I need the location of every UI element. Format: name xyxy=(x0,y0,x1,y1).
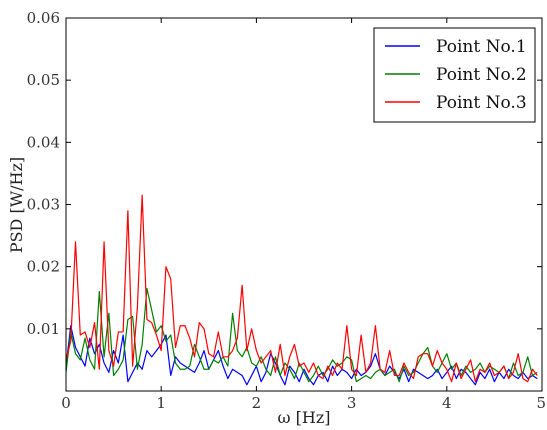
x-tick-label: 1 xyxy=(156,394,166,412)
series-line-point-no-3 xyxy=(66,194,538,383)
y-tick-label: 0.02 xyxy=(27,258,60,276)
series-line-point-no-1 xyxy=(66,325,538,386)
x-tick-label: 0 xyxy=(61,394,71,412)
ticks-layer: 0 1 2 3 4 5 0.01 0.02 0.03 0.04 0.05 0.06 xyxy=(27,9,546,412)
legend-label-point-no3: Point No.3 xyxy=(436,93,527,113)
x-axis-title: ω [Hz] xyxy=(278,408,331,427)
legend-label-point-no1: Point No.1 xyxy=(436,37,527,57)
y-tick-label: 0.04 xyxy=(27,133,60,151)
x-tick-label: 2 xyxy=(252,394,262,412)
x-tick-label: 5 xyxy=(536,394,546,412)
y-axis-title: PSD [W/Hz] xyxy=(7,157,26,253)
y-tick-label: 0.05 xyxy=(27,71,60,89)
series-layer xyxy=(66,194,538,386)
legend-label-point-no2: Point No.2 xyxy=(436,65,527,85)
x-tick-label: 3 xyxy=(347,394,357,412)
legend-box xyxy=(373,27,536,123)
y-tick-label: 0.01 xyxy=(27,320,60,338)
x-tick-label: 4 xyxy=(442,394,452,412)
y-tick-label: 0.03 xyxy=(27,196,60,214)
y-tick-label: 0.06 xyxy=(27,9,60,27)
legend: Point No.1 Point No.2 Point No.3 xyxy=(373,27,536,123)
